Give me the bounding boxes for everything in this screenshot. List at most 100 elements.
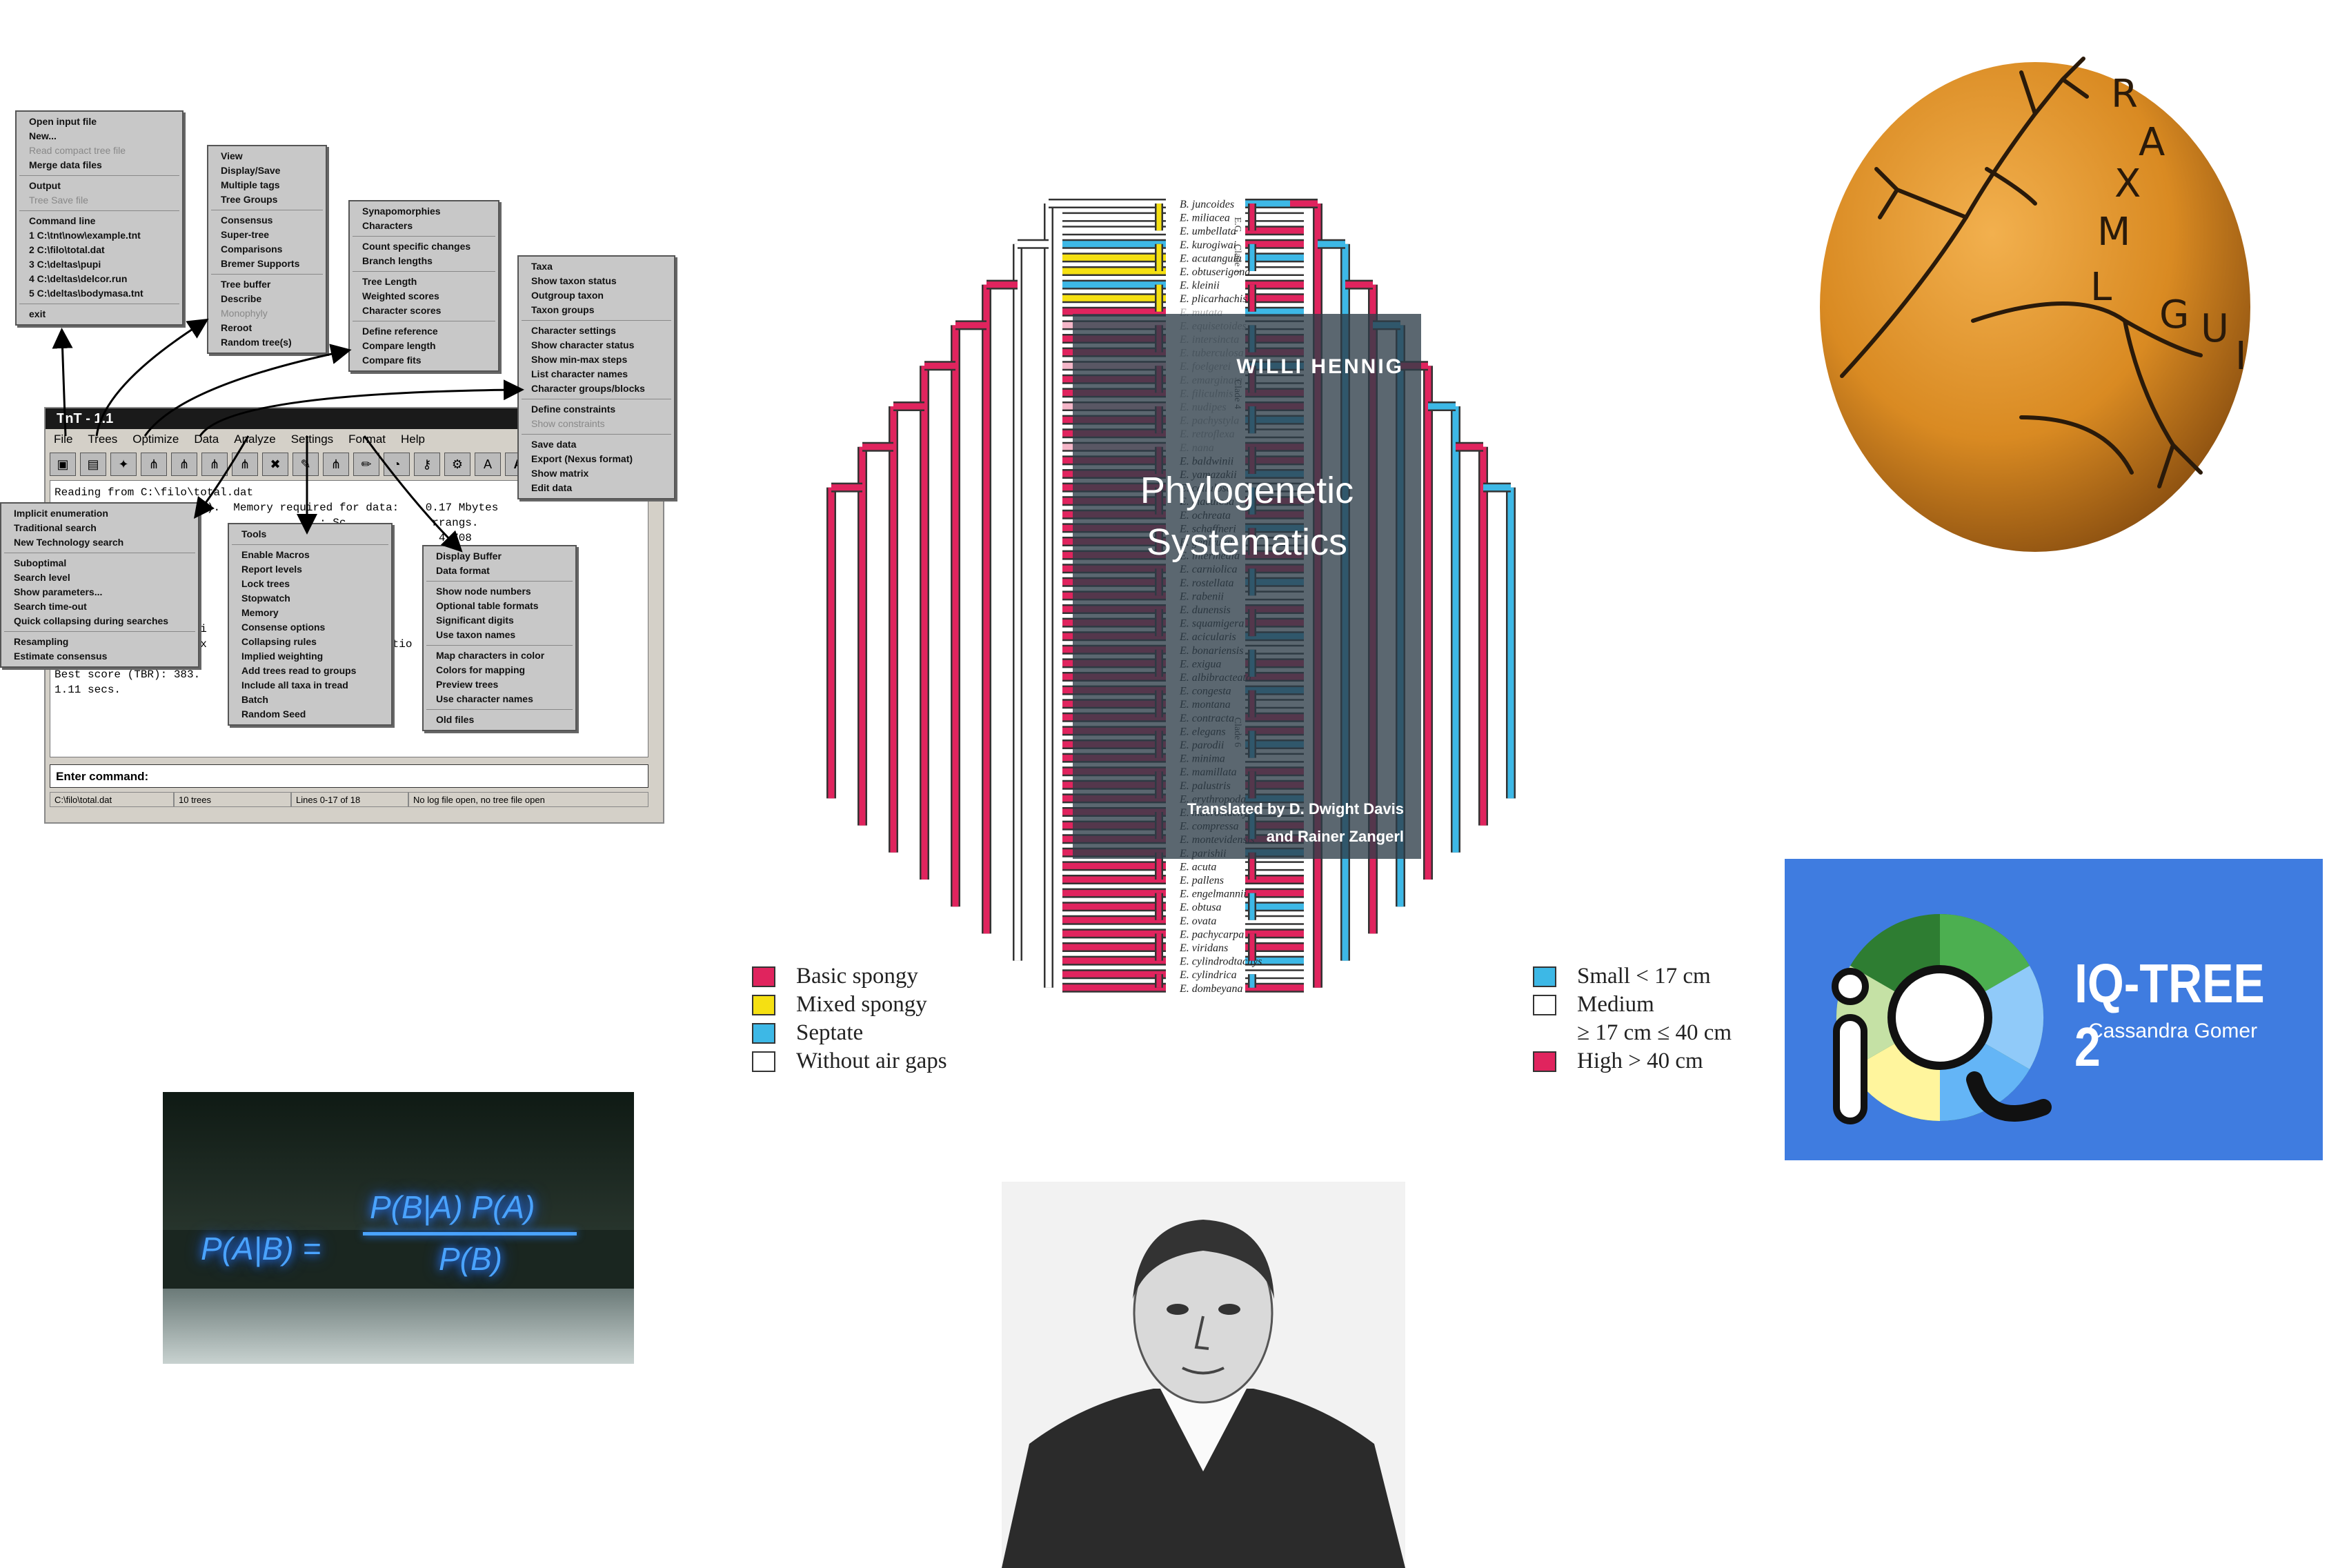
menu-item[interactable]: Random tree(s) xyxy=(221,337,292,348)
menu-settings[interactable]: Settings xyxy=(290,433,334,446)
menu-item[interactable]: Estimate consensus xyxy=(14,651,108,662)
menu-item[interactable]: Branch lengths xyxy=(362,255,433,266)
menu-item[interactable]: Optional table formats xyxy=(436,600,539,611)
menu-item[interactable]: Describe xyxy=(221,293,262,304)
menu-item[interactable]: Open input file xyxy=(29,116,97,127)
menu-item[interactable]: 5 C:\deltas\bodymasa.tnt xyxy=(29,288,143,299)
menu-item[interactable]: Random Seed xyxy=(241,708,306,720)
menu-format[interactable]: Format xyxy=(348,433,386,446)
menu-item[interactable]: Show min-max steps xyxy=(531,354,628,365)
menu-item[interactable]: View xyxy=(221,150,243,161)
menu-item[interactable]: Use taxon names xyxy=(436,629,516,640)
menu-item[interactable]: Use character names xyxy=(436,693,533,704)
tree-icon[interactable]: ⋔ xyxy=(141,453,167,476)
menu-item[interactable]: Character scores xyxy=(362,305,442,316)
menu-item[interactable]: Old files xyxy=(436,714,475,725)
menu-item[interactable]: Show parameters... xyxy=(14,586,103,597)
menu-item[interactable]: Data format xyxy=(436,565,490,576)
menu-item[interactable]: Show constraints xyxy=(531,418,605,429)
tree-edit-icon[interactable]: ⋔ xyxy=(201,453,228,476)
menu-item[interactable]: 4 C:\deltas\delcor.run xyxy=(29,273,128,284)
menu-item[interactable]: Batch xyxy=(241,694,268,705)
menu-analyze[interactable]: Analyze xyxy=(234,433,276,446)
menu-item[interactable]: Command line xyxy=(29,215,96,226)
open-folder-icon[interactable]: ▣ xyxy=(50,453,76,476)
menu-item[interactable]: Show character status xyxy=(531,339,635,350)
menu-item[interactable]: Tree Save file xyxy=(29,195,88,206)
text-a-icon[interactable]: A xyxy=(475,453,501,476)
menu-item[interactable]: 1 C:\tnt\now\example.tnt xyxy=(29,230,141,241)
menu-item[interactable]: Search level xyxy=(14,572,70,583)
menu-item[interactable]: Lock trees xyxy=(241,578,290,589)
menu-item[interactable]: Characters xyxy=(362,220,413,231)
menu-item[interactable]: Tree Groups xyxy=(221,194,278,205)
tree-compare-icon[interactable]: ⋔ xyxy=(232,453,258,476)
menu-item[interactable]: Character settings xyxy=(531,325,616,336)
menu-trees[interactable]: Trees xyxy=(88,433,118,446)
menu-item[interactable]: Reroot xyxy=(221,322,252,333)
menu-item[interactable]: Compare fits xyxy=(362,355,422,366)
key-icon[interactable]: ⚷ xyxy=(414,453,440,476)
menu-item[interactable]: Define constraints xyxy=(531,404,616,415)
menu-item[interactable]: Colors for mapping xyxy=(436,664,526,675)
menu-item[interactable]: Search time-out xyxy=(14,601,87,612)
menu-item[interactable]: Taxon groups xyxy=(531,304,595,315)
menu-item[interactable]: Stopwatch xyxy=(241,593,290,604)
menu-item[interactable]: Taxa xyxy=(531,261,553,272)
pencil-icon[interactable]: ✏ xyxy=(353,453,379,476)
menu-item[interactable]: Suboptimal xyxy=(14,557,67,568)
menu-item[interactable]: Collapsing rules xyxy=(241,636,317,647)
menu-item[interactable]: New Technology search xyxy=(14,537,124,548)
brush-icon[interactable]: ✎ xyxy=(293,453,319,476)
settings-icon[interactable]: ⚙ xyxy=(444,453,470,476)
menu-data[interactable]: Data xyxy=(194,433,219,446)
menu-item[interactable]: Display/Save xyxy=(221,165,281,176)
stop-icon[interactable]: ✖ xyxy=(262,453,288,476)
menu-item[interactable]: Synapomorphies xyxy=(362,206,441,217)
tree-map-icon[interactable]: ⋔ xyxy=(323,453,349,476)
menu-item[interactable]: Report levels xyxy=(241,564,302,575)
menu-item[interactable]: Super-tree xyxy=(221,229,270,240)
menu-item[interactable]: Bremer Supports xyxy=(221,258,300,269)
run-icon[interactable]: ✦ xyxy=(110,453,137,476)
menu-item[interactable]: Compare length xyxy=(362,340,436,351)
menu-item[interactable]: Tools xyxy=(241,528,267,539)
menu-item[interactable]: Comparisons xyxy=(221,244,283,255)
menu-item[interactable]: Resampling xyxy=(14,636,69,647)
menu-item[interactable]: Add trees read to groups xyxy=(241,665,357,676)
menu-item[interactable]: Merge data files xyxy=(29,159,102,170)
menu-optimize[interactable]: Optimize xyxy=(132,433,179,446)
menu-item[interactable]: Implicit enumeration xyxy=(14,508,108,519)
menu-item[interactable]: Map characters in color xyxy=(436,650,545,661)
menu-item[interactable]: New... xyxy=(29,130,57,141)
menu-item[interactable]: List character names xyxy=(531,368,628,379)
menu-item[interactable]: 2 C:\filo\total.dat xyxy=(29,244,105,255)
menu-item[interactable]: exit xyxy=(29,308,46,319)
save-icon[interactable]: ▤ xyxy=(80,453,106,476)
menu-item[interactable]: Read compact tree file xyxy=(29,145,126,156)
tree-view-icon[interactable]: ⋔ xyxy=(171,453,197,476)
menu-item[interactable]: Tree buffer xyxy=(221,279,271,290)
menu-item[interactable]: Outgroup taxon xyxy=(531,290,604,301)
menu-help[interactable]: Help xyxy=(401,433,425,446)
menu-item[interactable]: Consense options xyxy=(241,622,326,633)
menu-item[interactable]: Save data xyxy=(531,439,577,450)
menu-item[interactable]: Character groups/blocks xyxy=(531,383,645,394)
menu-item[interactable]: Show taxon status xyxy=(531,275,617,286)
menu-item[interactable]: Show node numbers xyxy=(436,586,531,597)
command-input[interactable]: Enter command: xyxy=(50,764,648,788)
menu-item[interactable]: Define reference xyxy=(362,326,438,337)
menu-item[interactable]: Show matrix xyxy=(531,468,589,479)
menu-item[interactable]: Preview trees xyxy=(436,679,499,690)
menu-item[interactable]: Output xyxy=(29,180,61,191)
menu-item[interactable]: Include all taxa in tread xyxy=(241,679,348,691)
zoom-icon[interactable]: ◔ xyxy=(384,453,410,476)
menu-item[interactable]: Memory xyxy=(241,607,279,618)
menu-item[interactable]: Multiple tags xyxy=(221,179,280,190)
menu-item[interactable]: Export (Nexus format) xyxy=(531,453,633,464)
menu-file[interactable]: File xyxy=(54,433,73,446)
menu-item[interactable]: Quick collapsing during searches xyxy=(14,615,169,626)
menu-item[interactable]: Monophyly xyxy=(221,308,268,319)
menu-item[interactable]: Enable Macros xyxy=(241,549,310,560)
menu-item[interactable]: Consensus xyxy=(221,215,273,226)
